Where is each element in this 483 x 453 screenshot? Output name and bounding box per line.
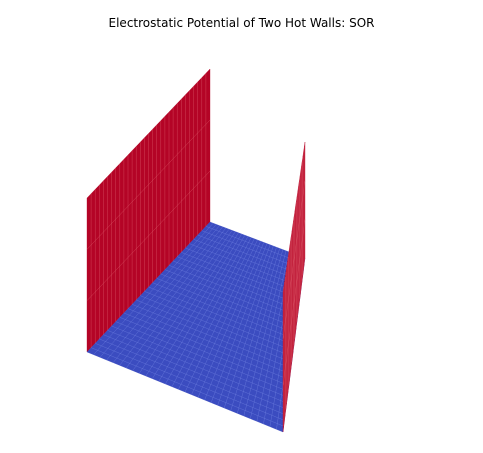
chart-title: Electrostatic Potential of Two Hot Walls…	[108, 16, 375, 30]
right-wall-mesh-line	[282, 219, 306, 386]
right-wall-mesh-line	[282, 180, 306, 339]
left-wall-mesh-line	[86, 119, 211, 250]
floor-mesh-line	[193, 239, 303, 282]
floor-mesh-line	[201, 230, 304, 270]
floor-mesh-line	[205, 226, 305, 264]
floor-mesh-line	[197, 234, 303, 276]
left-wall-mesh-line	[86, 170, 211, 301]
floor-mesh-line	[189, 243, 302, 288]
